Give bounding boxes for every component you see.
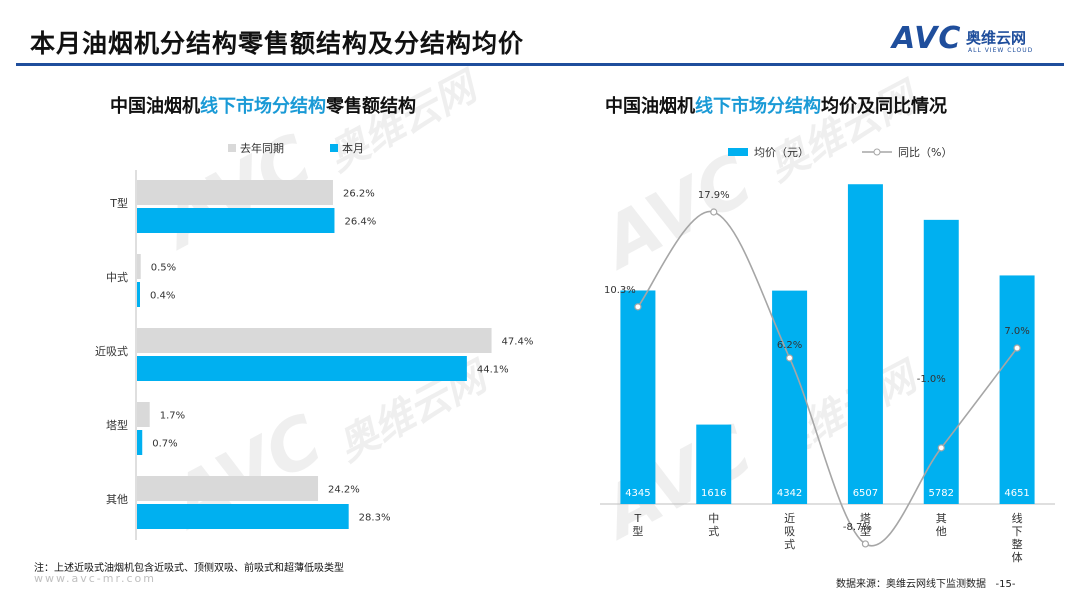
- bar-last-year: [137, 328, 492, 353]
- bar-last-year: [137, 476, 319, 501]
- legend-label-yoy: 同比（%）: [898, 146, 952, 159]
- left-data-label: 0.4%: [150, 291, 175, 302]
- right-legend: 均价（元） 同比（%）: [728, 146, 952, 159]
- bar-avg-price: [999, 275, 1035, 504]
- left-chart-title: 中国油烟机线下市场分结构零售额结构: [110, 92, 416, 118]
- logo-en-text: ALL VIEW CLOUD: [968, 47, 1034, 54]
- right-combo-chart: 均价（元） 同比（%） 4345 T 型 1616 中式 4342 近吸式 6507 塔型 5782 其…: [600, 146, 1055, 564]
- right-title-pre: 中国油烟机: [605, 96, 695, 117]
- bar-this-month: [137, 356, 467, 381]
- bar-value-label: 4345: [625, 488, 650, 499]
- left-data-label: 0.7%: [152, 439, 177, 450]
- yoy-label: 17.9%: [698, 190, 730, 201]
- avc-logo: AVC 奥维云网 ALL VIEW CLOUD: [892, 21, 1062, 57]
- data-source-text: 数据来源：奥维云网线下监测数据: [836, 579, 986, 590]
- bar-this-month: [137, 430, 143, 455]
- title-divider: [16, 63, 1064, 66]
- right-category-label: 其他: [936, 512, 947, 538]
- left-data-label: 26.4%: [344, 217, 376, 228]
- yoy-point: [861, 540, 870, 548]
- legend-label-avg-price: 均价（元）: [754, 146, 809, 159]
- left-category-label: 近吸式: [95, 345, 128, 358]
- bar-value-label: 6507: [853, 488, 878, 499]
- bar-avg-price: [620, 290, 656, 504]
- logo-avc-text: AVC: [892, 21, 962, 56]
- left-title-post: 零售额结构: [326, 96, 416, 117]
- yoy-line: [637, 210, 1018, 547]
- logo-cn-text: 奥维云网: [966, 29, 1027, 47]
- bar-value-label: 4651: [1004, 488, 1029, 499]
- yoy-point: [634, 303, 642, 311]
- bar-last-year: [137, 180, 333, 205]
- legend-label-this-month: 本月: [342, 141, 364, 155]
- left-data-label: 0.5%: [151, 263, 176, 274]
- bar-this-month: [137, 208, 335, 233]
- bar-avg-price: [772, 290, 808, 504]
- left-data-label: 44.1%: [477, 365, 509, 376]
- left-category-label: 中式: [106, 271, 128, 284]
- footnote: 注：上述近吸式油烟机包含近吸式、顶侧双吸、前吸式和超薄低吸类型: [34, 563, 344, 574]
- legend-swatch-last-year: [228, 144, 236, 152]
- data-source: 数据来源：奥维云网线下监测数据 -15-: [836, 575, 1016, 590]
- yoy-point: [937, 444, 945, 452]
- legend-swatch-this-month: [330, 144, 338, 152]
- left-category-label: T型: [109, 196, 128, 210]
- left-data-label: 47.4%: [502, 337, 534, 348]
- left-title-pre: 中国油烟机: [110, 96, 200, 117]
- bar-avg-price: [847, 184, 883, 505]
- bar-this-month: [137, 504, 349, 529]
- bar-last-year: [137, 254, 141, 279]
- right-category-label: 近吸式: [784, 512, 795, 551]
- yoy-label: 6.2%: [777, 340, 802, 351]
- left-data-label: 26.2%: [343, 189, 375, 200]
- bar-avg-price: [696, 424, 732, 504]
- legend-label-last-year: 去年同期: [240, 141, 284, 155]
- page-title: 本月油烟机分结构零售额结构及分结构均价: [30, 29, 525, 58]
- bar-last-year: [137, 402, 150, 427]
- bar-value-label: 4342: [777, 488, 802, 499]
- right-title-highlight: 线下市场分结构: [695, 96, 821, 117]
- right-title-post: 均价及同比情况: [821, 96, 947, 117]
- legend-swatch-avg-price: [728, 148, 748, 156]
- left-title-highlight: 线下市场分结构: [200, 96, 326, 117]
- yoy-label: -8.7%: [843, 522, 872, 533]
- bar-value-label: 5782: [929, 488, 954, 499]
- left-legend: 去年同期 本月: [228, 141, 364, 155]
- left-data-label: 24.2%: [328, 485, 360, 496]
- yoy-label: 7.0%: [1004, 326, 1029, 337]
- yoy-point: [1013, 344, 1021, 352]
- yoy-label: -1.0%: [917, 374, 946, 385]
- bar-this-month: [137, 282, 140, 307]
- left-data-label: 1.7%: [160, 411, 185, 422]
- right-chart-title: 中国油烟机线下市场分结构均价及同比情况: [605, 92, 947, 118]
- page-number: -15-: [995, 579, 1016, 590]
- right-category-label: 中式: [708, 512, 719, 538]
- left-bar-chart: 去年同期 本月 T型 26.2% 26.4% 中式 0.5% 0.4% 近吸式 47.4% 44.1…: [95, 141, 534, 540]
- legend-marker-yoy: [873, 148, 881, 156]
- left-category-label: 其他: [106, 493, 128, 506]
- yoy-point: [710, 208, 718, 216]
- bar-avg-price: [923, 219, 959, 504]
- website-watermark: www.avc-mr.com: [34, 572, 156, 585]
- yoy-label: 10.3%: [604, 285, 636, 296]
- bar-value-label: 1616: [701, 488, 726, 499]
- right-category-label: 塔型: [860, 512, 871, 538]
- left-data-label: 28.3%: [359, 513, 391, 524]
- left-category-label: 塔型: [106, 418, 128, 432]
- right-category-label: 线下整体: [1012, 511, 1023, 564]
- yoy-point: [785, 354, 794, 362]
